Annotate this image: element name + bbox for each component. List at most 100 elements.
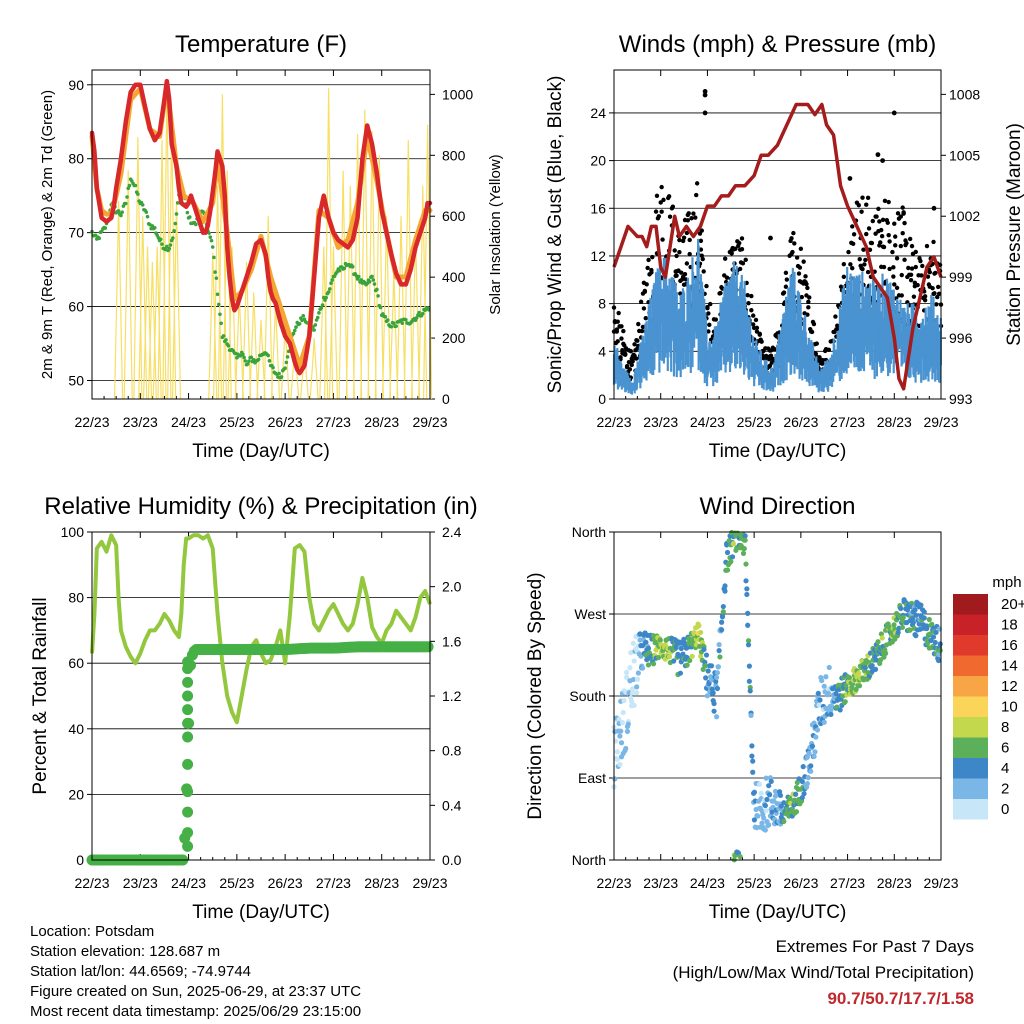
gust-point [894, 285, 900, 291]
gust-point [851, 232, 857, 237]
gust-point [745, 292, 750, 298]
gust-point [870, 218, 875, 224]
gust-point [792, 241, 797, 246]
gust-point [682, 271, 688, 277]
gust-point [882, 198, 888, 204]
figure-created: Figure created on Sun, 2025-06-29, at 23… [30, 983, 362, 1000]
gust-point [751, 322, 756, 327]
x-axis-label: Time (Day/UTC) [192, 441, 330, 462]
x-tick-label: 29/23 [412, 414, 447, 430]
solar-spike [227, 246, 237, 400]
direction-point [619, 720, 626, 726]
direction-point [682, 640, 688, 646]
gust-point [708, 301, 713, 307]
direction-point [703, 663, 709, 669]
direction-point [746, 663, 752, 669]
gust-point [814, 341, 819, 346]
gust-point [736, 240, 742, 246]
direction-point [711, 700, 717, 707]
gust-point [879, 233, 885, 239]
direction-point [808, 763, 814, 769]
direction-point [722, 588, 728, 594]
gust-point [621, 328, 626, 334]
speed-legend: mph 20+ 18 16 14 12 10 8 6 4 2 0 [953, 574, 1024, 820]
dewpoint-point [319, 306, 324, 310]
direction-point [759, 820, 765, 826]
direction-point [856, 683, 863, 689]
gust-point [890, 249, 895, 255]
gust-point [850, 265, 855, 271]
legend-label: 10 [1001, 699, 1018, 716]
x-tick-label: 25/23 [737, 875, 772, 891]
solar-spike [324, 88, 334, 400]
direction-point [629, 698, 635, 705]
direction-point [687, 657, 693, 664]
gust-point [885, 220, 890, 225]
dewpoint-point [174, 212, 179, 216]
gust-point [739, 236, 745, 241]
y-tick-label: North [572, 852, 606, 868]
direction-point [935, 657, 942, 664]
dewpoint-point [297, 321, 302, 326]
chart-title: Wind Direction [699, 493, 855, 520]
dewpoint-point [145, 214, 150, 219]
x-tick-label: 28/23 [877, 875, 912, 891]
direction-point [719, 627, 725, 633]
gust-point [908, 277, 914, 283]
gust-point [805, 312, 810, 317]
direction-point [745, 610, 751, 616]
direction-point [744, 586, 750, 592]
dewpoint-point [375, 287, 379, 292]
dewpoint-point [383, 315, 388, 319]
legend-label: 16 [1001, 637, 1018, 654]
gust-point [784, 277, 790, 282]
direction-point [891, 622, 897, 628]
x-tick-label: 27/23 [830, 875, 865, 891]
gust-point [826, 347, 832, 353]
y-right-tick-label: 0 [442, 391, 450, 407]
gust-point [850, 224, 855, 229]
direction-point [929, 621, 935, 627]
gust-point [661, 197, 666, 203]
direction-point [746, 678, 752, 684]
direction-point [680, 651, 686, 657]
direction-point [811, 753, 817, 760]
direction-point [777, 792, 784, 799]
y-right-tick-label: 400 [442, 269, 466, 285]
direction-point [714, 685, 721, 692]
gust-point [900, 231, 905, 236]
direction-point [937, 641, 943, 647]
direction-point [828, 711, 834, 718]
dewpoint-point [185, 210, 190, 215]
x-tick-label: 26/23 [783, 414, 818, 430]
direction-point [751, 817, 758, 823]
direction-point [842, 699, 848, 705]
direction-point [821, 719, 827, 725]
direction-point [808, 768, 814, 774]
direction-point [910, 619, 916, 626]
direction-point [875, 639, 881, 645]
dewpoint-point [404, 318, 408, 322]
legend-label: 0 [1001, 801, 1009, 818]
gust-point [907, 236, 913, 242]
gust-point [650, 254, 655, 260]
direction-point [878, 631, 884, 637]
gust-point [729, 251, 734, 256]
dewpoint-point [136, 192, 140, 196]
direction-point [710, 690, 716, 696]
y-tick-label: 4 [598, 343, 606, 359]
direction-point [713, 674, 720, 681]
plot-frame [91, 531, 431, 861]
direction-point [829, 703, 835, 710]
solar-spike [212, 185, 223, 400]
dewpoint-point [277, 371, 281, 376]
gust-point [746, 300, 751, 306]
extremes-subtitle: (High/Low/Max Wind/Total Precipitation) [672, 963, 974, 982]
dewpoint-point [394, 324, 399, 328]
gust-point [740, 261, 746, 266]
y-tick-label: 70 [68, 225, 84, 241]
dewpoint-point [324, 295, 328, 300]
gust-point [781, 290, 787, 295]
solar-spike [338, 170, 348, 400]
y-axis-label: Direction (Colored By Speed) [525, 572, 546, 819]
